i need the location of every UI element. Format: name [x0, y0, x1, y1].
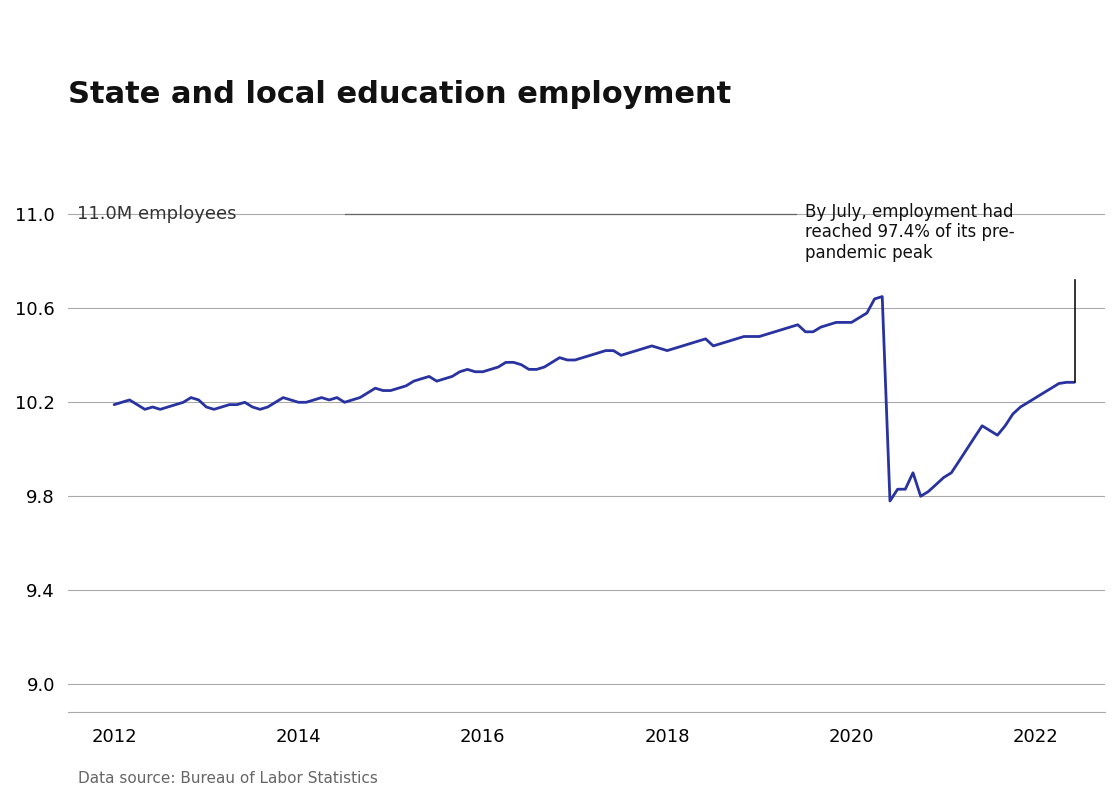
Text: 11.0M employees: 11.0M employees [77, 205, 236, 224]
Text: State and local education employment: State and local education employment [68, 80, 731, 109]
Text: By July, employment had
reached 97.4% of its pre-
pandemic peak: By July, employment had reached 97.4% of… [805, 202, 1015, 262]
Text: Data source: Bureau of Labor Statistics: Data source: Bureau of Labor Statistics [78, 770, 379, 786]
